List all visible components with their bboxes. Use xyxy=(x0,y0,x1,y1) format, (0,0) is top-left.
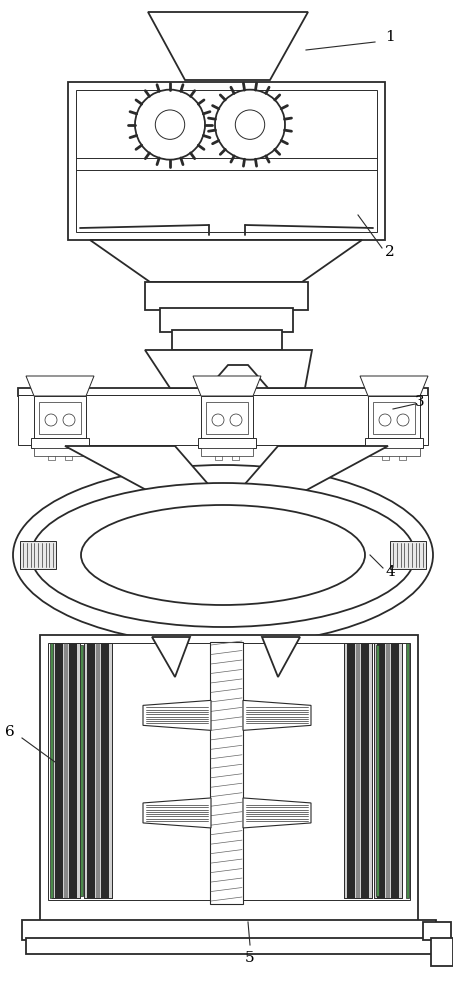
Polygon shape xyxy=(26,376,94,396)
Bar xyxy=(347,643,355,898)
Bar xyxy=(40,635,418,922)
Bar xyxy=(34,448,86,456)
Bar xyxy=(101,643,109,898)
Bar xyxy=(399,456,406,460)
Circle shape xyxy=(45,414,57,426)
Bar xyxy=(368,396,420,438)
Polygon shape xyxy=(193,376,261,396)
Polygon shape xyxy=(148,12,308,80)
Polygon shape xyxy=(243,798,311,828)
Polygon shape xyxy=(262,637,300,677)
Circle shape xyxy=(212,414,224,426)
Polygon shape xyxy=(143,700,211,730)
Bar xyxy=(20,541,56,569)
Text: 2: 2 xyxy=(385,245,395,259)
Bar xyxy=(80,645,83,896)
Bar xyxy=(382,456,389,460)
Bar xyxy=(210,642,243,904)
Bar xyxy=(87,643,95,898)
Polygon shape xyxy=(360,376,428,396)
Bar xyxy=(361,643,369,898)
Circle shape xyxy=(230,414,242,426)
Ellipse shape xyxy=(31,483,415,627)
Bar xyxy=(374,643,402,898)
Bar xyxy=(344,643,372,898)
Bar xyxy=(160,308,293,332)
Ellipse shape xyxy=(13,465,433,645)
Bar xyxy=(145,282,308,310)
Bar xyxy=(423,922,451,940)
Bar xyxy=(84,643,112,898)
Circle shape xyxy=(215,90,285,160)
Bar xyxy=(48,456,55,460)
Bar xyxy=(201,448,253,456)
Polygon shape xyxy=(243,700,311,730)
Bar xyxy=(390,541,426,569)
Bar xyxy=(55,643,63,898)
Bar xyxy=(215,456,222,460)
Bar xyxy=(356,643,360,898)
Circle shape xyxy=(155,110,185,139)
Bar xyxy=(69,643,77,898)
Bar xyxy=(84,643,112,898)
Bar xyxy=(232,456,239,460)
Circle shape xyxy=(397,414,409,426)
Bar xyxy=(376,645,379,896)
Polygon shape xyxy=(65,446,215,492)
Bar xyxy=(52,643,80,898)
Bar xyxy=(39,402,81,434)
Bar xyxy=(406,643,409,898)
Polygon shape xyxy=(238,446,388,492)
Bar xyxy=(373,402,415,434)
Bar xyxy=(431,938,453,966)
Text: 1: 1 xyxy=(385,30,395,44)
Bar xyxy=(65,456,72,460)
Bar xyxy=(198,438,256,448)
Circle shape xyxy=(135,90,205,160)
Text: 5: 5 xyxy=(245,951,255,965)
Bar xyxy=(386,643,390,898)
Polygon shape xyxy=(90,240,362,282)
Text: 6: 6 xyxy=(5,725,15,739)
Circle shape xyxy=(235,110,265,139)
Polygon shape xyxy=(143,798,211,828)
Bar xyxy=(48,643,410,900)
Circle shape xyxy=(63,414,75,426)
Bar xyxy=(26,938,432,954)
Bar xyxy=(52,643,80,898)
Text: 4: 4 xyxy=(385,565,395,579)
Bar xyxy=(18,395,428,445)
Bar xyxy=(206,402,248,434)
Bar xyxy=(377,643,385,898)
Bar xyxy=(365,438,423,448)
Bar xyxy=(368,448,420,456)
Ellipse shape xyxy=(81,505,365,605)
Polygon shape xyxy=(152,637,190,677)
Bar xyxy=(344,643,372,898)
Bar xyxy=(374,643,402,898)
Bar xyxy=(96,643,100,898)
Bar xyxy=(34,396,86,438)
Circle shape xyxy=(379,414,391,426)
Bar xyxy=(22,920,436,940)
Bar xyxy=(172,330,282,350)
Bar xyxy=(18,388,428,396)
Bar xyxy=(50,643,53,898)
Bar xyxy=(76,90,377,232)
Bar xyxy=(68,82,385,240)
Bar xyxy=(201,396,253,438)
Bar xyxy=(31,438,89,448)
Bar xyxy=(391,643,399,898)
Polygon shape xyxy=(145,350,312,388)
Text: 3: 3 xyxy=(415,395,425,409)
Bar xyxy=(64,643,68,898)
